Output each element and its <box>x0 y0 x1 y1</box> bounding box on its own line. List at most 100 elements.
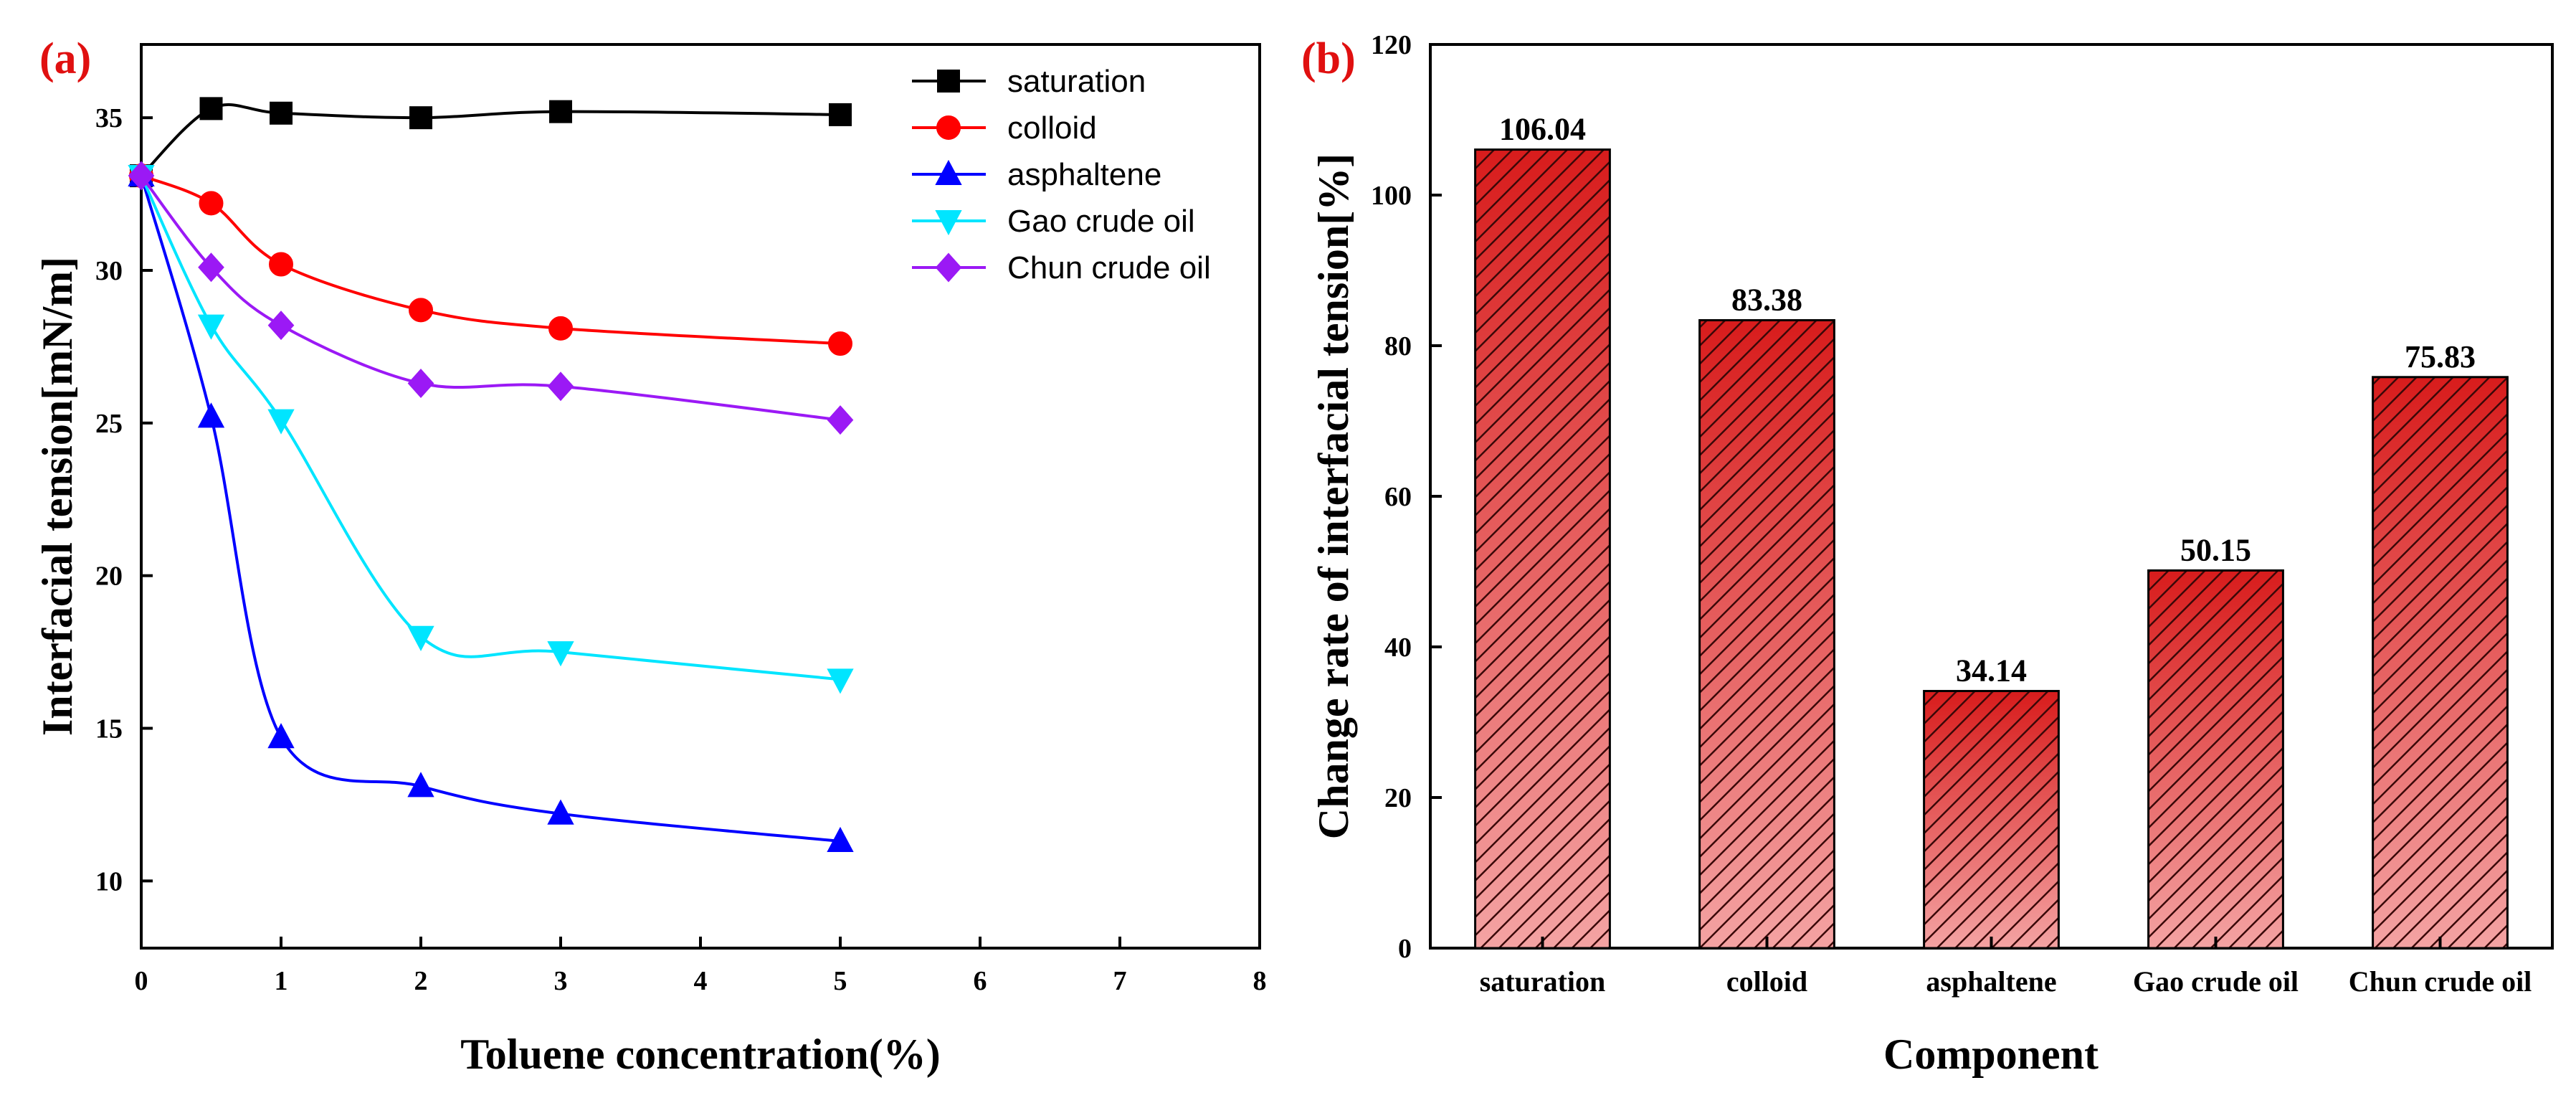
series-line-gao-crude-oil <box>140 175 841 681</box>
legend-label: asphaltene <box>1007 157 1161 192</box>
data-point-colloid <box>548 316 573 341</box>
x-tick-label: 2 <box>414 966 428 996</box>
data-point-asphaltene <box>827 826 854 853</box>
bar-asphaltene: 34.14 <box>1923 653 2060 950</box>
bar-value-label: 50.15 <box>2180 532 2251 567</box>
data-point-asphaltene <box>547 799 574 825</box>
y-tick-label: 20 <box>1384 783 1412 813</box>
bar-hatch <box>2147 569 2284 950</box>
x-tick-label: asphaltene <box>1926 965 2056 998</box>
bar-hatch <box>1698 319 1835 950</box>
data-point-asphaltene <box>407 772 434 798</box>
legend-label: Gao crude oil <box>1007 204 1195 239</box>
bar-value-label: 106.04 <box>1499 112 1586 147</box>
bar-hatch <box>1474 148 1611 950</box>
panel-b-x-axis-title: Component <box>1883 1031 2099 1078</box>
panel-a-series <box>128 97 854 853</box>
legend-marker <box>935 159 962 185</box>
series-saturation <box>130 97 852 188</box>
y-tick-label: 100 <box>1371 181 1412 211</box>
bar-value-label: 34.14 <box>1956 653 2027 688</box>
data-point-saturation <box>829 103 852 126</box>
legend-item-gao-crude-oil: Gao crude oil <box>912 204 1195 239</box>
x-tick-label: Gao crude oil <box>2133 965 2299 998</box>
series-gao-crude-oil <box>128 165 854 694</box>
data-point-chun-crude-oil <box>547 371 574 402</box>
legend-marker <box>936 115 961 140</box>
data-point-chun-crude-oil <box>827 405 854 435</box>
panel-a-x-axis: 0 1 2 3 4 5 6 7 8 <box>135 937 1267 996</box>
data-point-saturation <box>270 101 293 125</box>
legend-marker <box>935 252 962 283</box>
x-tick-label: 1 <box>275 966 288 996</box>
series-colloid <box>129 164 852 356</box>
data-point-chun-crude-oil <box>198 252 224 283</box>
y-tick-label: 0 <box>1398 934 1412 964</box>
data-point-saturation <box>199 97 223 120</box>
bar-value-label: 75.83 <box>2405 339 2476 374</box>
data-point-gao-crude-oil <box>197 314 225 340</box>
series-line-chun-crude-oil <box>140 174 841 422</box>
y-tick-label: 30 <box>95 256 123 286</box>
y-tick-label: 15 <box>95 714 123 744</box>
data-point-gao-crude-oil <box>267 409 295 435</box>
bar-hatch <box>2372 376 2509 950</box>
x-tick-label: 0 <box>135 966 148 996</box>
bar-value-label: 83.38 <box>1731 283 1802 318</box>
legend-item-chun-crude-oil: Chun crude oil <box>912 250 1211 285</box>
data-point-saturation <box>409 106 432 130</box>
panel-a: (a) 0 1 2 3 4 5 6 7 8 10 15 20 25 30 35 saturation col… <box>34 34 1267 1078</box>
data-point-chun-crude-oil <box>407 369 434 398</box>
y-tick-label: 10 <box>95 866 123 896</box>
data-point-colloid <box>828 331 852 356</box>
legend-marker <box>937 70 960 93</box>
data-point-gao-crude-oil <box>407 625 434 651</box>
data-point-gao-crude-oil <box>827 668 854 694</box>
panel-b: (b) 0 20 40 60 80 100 120 106.04 83.38 34.14 50.1… <box>1301 30 2554 1078</box>
y-tick-label: 20 <box>95 562 123 592</box>
bar-gao-crude-oil: 50.15 <box>2147 532 2284 950</box>
data-point-colloid <box>409 298 433 323</box>
legend-item-asphaltene: asphaltene <box>912 157 1161 192</box>
panel-a-label: (a) <box>39 34 91 83</box>
x-tick-label: 3 <box>554 966 568 996</box>
x-tick-label: 5 <box>834 966 847 996</box>
legend-item-colloid: colloid <box>912 110 1097 146</box>
legend-label: colloid <box>1007 110 1097 146</box>
data-point-gao-crude-oil <box>547 641 574 667</box>
bar-saturation: 106.04 <box>1474 112 1611 950</box>
legend-item-saturation: saturation <box>912 64 1146 99</box>
y-tick-label: 35 <box>95 103 123 133</box>
x-tick-label: 7 <box>1113 966 1127 996</box>
legend-label: saturation <box>1007 64 1146 99</box>
data-point-asphaltene <box>197 402 225 428</box>
x-tick-label: saturation <box>1480 965 1606 998</box>
bar-hatch <box>1923 690 2060 950</box>
legend-label: Chun crude oil <box>1007 250 1211 285</box>
series-line-colloid <box>141 174 841 346</box>
panel-a-y-axis: 10 15 20 25 30 35 <box>95 103 153 896</box>
panel-a-legend: saturation colloid asphaltene Gao crude oil… <box>912 64 1211 285</box>
panel-b-x-axis: saturation colloid asphaltene Gao crude oil… <box>1480 937 2532 998</box>
legend-marker <box>935 210 962 236</box>
y-tick-label: 60 <box>1384 482 1412 512</box>
panel-b-y-axis-title: Change rate of interfacial tension[%] <box>1310 153 1357 839</box>
bar-chun-crude-oil: 75.83 <box>2372 339 2509 950</box>
y-tick-label: 120 <box>1371 30 1412 60</box>
series-chun-crude-oil <box>128 161 854 435</box>
series-line-asphaltene <box>140 175 841 843</box>
data-point-saturation <box>549 100 572 123</box>
data-point-chun-crude-oil <box>128 161 155 191</box>
data-point-colloid <box>269 252 293 277</box>
bar-colloid: 83.38 <box>1698 283 1835 950</box>
panel-a-y-axis-title: Interfacial tension[mN/m] <box>34 257 81 736</box>
series-line-saturation <box>140 103 841 177</box>
panel-a-x-axis-title: Toluene concentration(%) <box>460 1031 940 1078</box>
y-tick-label: 25 <box>95 409 123 439</box>
x-tick-label: colloid <box>1726 965 1807 998</box>
x-tick-label: Chun crude oil <box>2349 965 2532 998</box>
x-tick-label: 8 <box>1253 966 1267 996</box>
y-tick-label: 40 <box>1384 633 1412 663</box>
panel-b-label: (b) <box>1301 34 1356 83</box>
